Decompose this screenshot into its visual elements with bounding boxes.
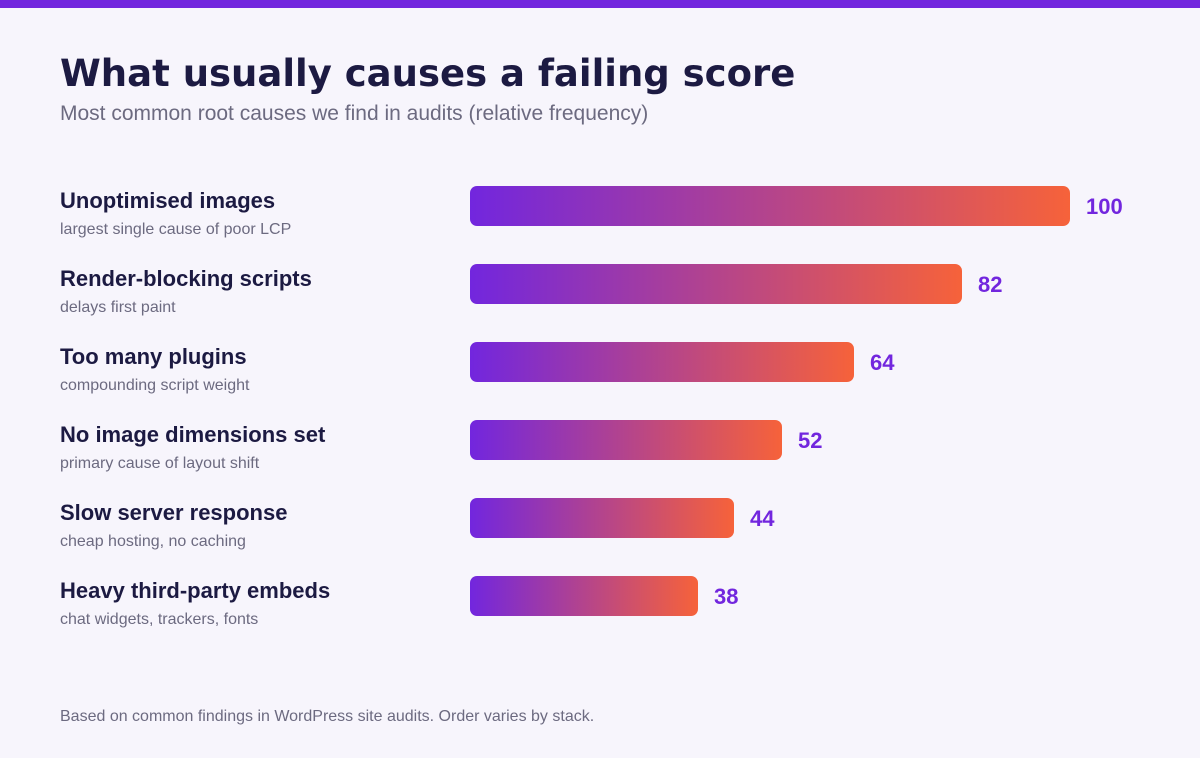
bar [470,420,782,460]
bar [470,498,734,538]
category-description: chat widgets, trackers, fonts [60,611,259,628]
top-accent-bar [0,0,1200,8]
bar [470,576,698,616]
category-description: primary cause of layout shift [60,455,260,472]
value-label: 52 [798,428,823,453]
category-description: compounding script weight [60,377,250,394]
category-description: cheap hosting, no caching [60,533,246,550]
value-label: 64 [870,350,895,375]
chart-subtitle: Most common root causes we find in audit… [60,102,649,125]
category-label: Unoptimised images [60,188,276,213]
category-description: delays first paint [60,299,176,316]
category-label: Too many plugins [60,344,247,369]
chart-title: What usually causes a failing score [60,52,796,95]
value-label: 82 [978,272,1003,297]
category-description: largest single cause of poor LCP [60,221,292,238]
footnote: Based on common findings in WordPress si… [60,708,595,725]
value-label: 100 [1086,194,1123,219]
value-label: 38 [714,584,739,609]
category-label: Slow server response [60,500,288,525]
category-label: No image dimensions set [60,422,326,447]
bar [470,342,854,382]
category-label: Render-blocking scripts [60,266,312,291]
bar [470,264,962,304]
value-label: 44 [750,506,775,531]
bar [470,186,1070,226]
category-label: Heavy third-party embeds [60,578,331,603]
